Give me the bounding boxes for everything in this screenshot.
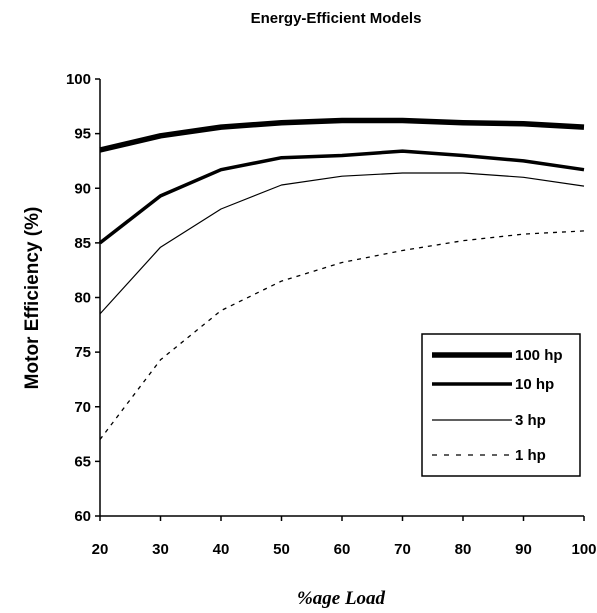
series-line-1-hp [99,230,585,440]
axes: 60 65 70 75 80 85 90 95 100 20 30 40 50 60 70 80 90 100 [66,71,597,558]
legend: 100 hp 10 hp 3 hp 1 hp [421,333,581,477]
chart-title: Energy-Efficient Models [251,10,422,27]
y-tick-label: 80 [74,290,91,307]
y-tick-label: 75 [74,344,91,361]
x-tick-label: 60 [334,541,351,558]
y-axis-label: Motor Efficiency (%) [22,207,43,390]
legend-label: 1 hp [515,447,546,464]
y-tick-label: 70 [74,399,91,416]
x-axis-label: %age Load [297,588,386,609]
y-tick-label: 85 [74,235,91,252]
x-tick-label: 70 [394,541,411,558]
y-tick-label: 65 [74,453,91,470]
y-tick-label: 60 [74,508,91,525]
y-tick-label: 95 [74,126,91,143]
x-tick-label: 100 [571,541,596,558]
x-tick-label: 40 [213,541,230,558]
y-tick-label: 100 [66,71,91,88]
legend-label: 10 hp [515,376,554,393]
series-line-3-hp [99,172,585,315]
x-tick-label: 30 [152,541,169,558]
x-tick-label: 90 [515,541,532,558]
legend-label: 100 hp [515,347,563,364]
x-tick-label: 80 [455,541,472,558]
series-layer [98,117,585,440]
x-tick-label: 20 [92,541,109,558]
legend-label: 3 hp [515,412,546,429]
x-tick-label: 50 [273,541,290,558]
y-tick-label: 90 [74,180,91,197]
series-line-100-hp [99,117,585,153]
series-line-10-hp [98,149,585,245]
